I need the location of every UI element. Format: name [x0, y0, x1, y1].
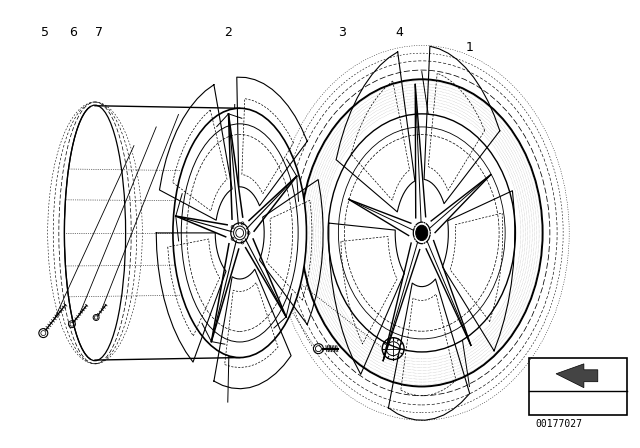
Text: 2: 2 — [224, 26, 232, 39]
Text: 3: 3 — [339, 26, 346, 39]
Text: 00177027: 00177027 — [535, 419, 582, 429]
Ellipse shape — [173, 108, 307, 358]
Text: 4: 4 — [396, 26, 403, 39]
Text: 6: 6 — [69, 26, 77, 39]
Ellipse shape — [328, 114, 515, 352]
Ellipse shape — [418, 228, 426, 237]
Ellipse shape — [413, 222, 430, 244]
Text: 7: 7 — [95, 26, 103, 39]
Polygon shape — [556, 364, 598, 388]
Text: 5: 5 — [41, 26, 49, 39]
Bar — [529, 358, 627, 415]
Ellipse shape — [416, 225, 428, 241]
Text: 1: 1 — [465, 42, 474, 55]
